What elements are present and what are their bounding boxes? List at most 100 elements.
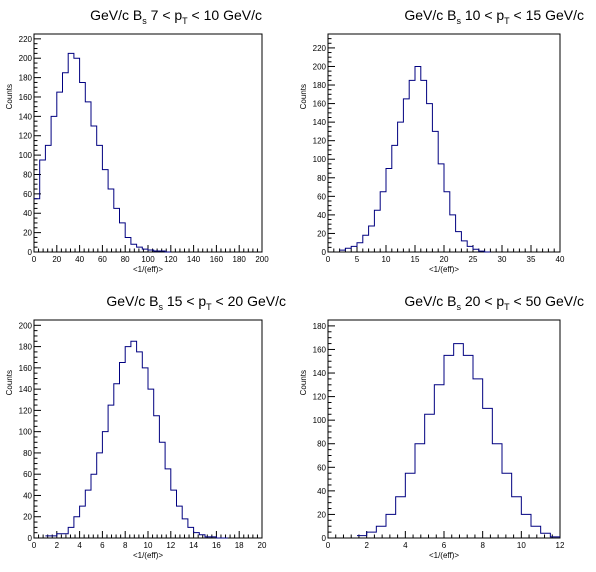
- x-tick-label: 140: [187, 255, 201, 264]
- y-tick-label: 80: [317, 440, 326, 449]
- y-tick-label: 40: [317, 211, 326, 220]
- x-axis-label: <1/(eff)>: [429, 551, 459, 560]
- y-tick-label: 220: [313, 44, 327, 53]
- y-tick-label: 100: [19, 428, 33, 437]
- chart-panel-3: GeV/c Bs 15 < pT < 20 GeV/c 0 2 4 6 8 10 12 14 16…: [5, 293, 286, 560]
- x-tick-label: 0: [326, 541, 331, 550]
- y-axis-label: Counts: [299, 84, 308, 109]
- histogram-series: [34, 52, 171, 253]
- histogram-series: [339, 65, 491, 253]
- x-tick-label: 100: [141, 255, 155, 264]
- x-tick-label: 200: [255, 255, 269, 264]
- chart-panel-2: GeV/c Bs 10 < pT < 15 GeV/c 0 5 10 15 20 25 30 3…: [299, 7, 584, 274]
- x-tick-label: 4: [77, 541, 82, 550]
- x-tick-label: 80: [121, 255, 130, 264]
- y-tick-label: 60: [23, 190, 32, 199]
- y-tick-label: 180: [313, 322, 327, 331]
- chart-panel-1: GeV/c Bs 7 < pT < 10 GeV/c 0 20 40 60 80 100 12…: [5, 7, 269, 274]
- plot-frame: [327, 33, 561, 253]
- chart-title: GeV/c Bs 10 < pT < 15 GeV/c: [404, 7, 584, 26]
- y-tick-label: 160: [19, 364, 33, 373]
- histogram-series: [45, 340, 228, 539]
- y-tick-label: 40: [23, 491, 32, 500]
- x-tick-label: 180: [233, 255, 247, 264]
- y-tick-label: 120: [313, 137, 327, 146]
- chart-panel-4: GeV/c Bs 20 < pT < 50 GeV/c0 2 4 6 8 10 120204…: [299, 293, 584, 560]
- y-tick-label: 120: [313, 393, 327, 402]
- x-tick-label: 6: [100, 541, 105, 550]
- x-tick-label: 30: [498, 255, 507, 264]
- x-tick-label: 14: [189, 541, 198, 550]
- y-tick-label: 180: [19, 74, 33, 83]
- y-tick-label: 220: [19, 35, 33, 44]
- y-tick-label: 140: [313, 118, 327, 127]
- y-tick-label: 80: [317, 174, 326, 183]
- x-tick-label: 5: [355, 255, 360, 264]
- x-tick-label: 40: [75, 255, 84, 264]
- y-axis-label: Counts: [5, 84, 14, 109]
- x-tick-label: 20: [440, 255, 449, 264]
- y-tick-label: 60: [317, 192, 326, 201]
- x-tick-label: 16: [212, 541, 221, 550]
- chart-title: GeV/c Bs 15 < pT < 20 GeV/c: [106, 293, 286, 312]
- x-tick-label: 2: [364, 541, 369, 550]
- y-axis-label: Counts: [299, 370, 308, 395]
- y-tick-label: 180: [19, 343, 33, 352]
- x-tick-label: 10: [382, 255, 391, 264]
- y-tick-label: 140: [19, 385, 33, 394]
- y-tick-label: 0: [322, 534, 327, 543]
- chart-title: GeV/c Bs 7 < pT < 10 GeV/c: [90, 7, 262, 26]
- x-tick-label: 10: [144, 541, 153, 550]
- x-tick-label: 40: [556, 255, 565, 264]
- x-tick-label: 0: [32, 541, 37, 550]
- x-tick-label: 120: [164, 255, 178, 264]
- y-tick-label: 0: [322, 248, 327, 257]
- y-tick-label: 140: [19, 112, 33, 121]
- x-axis-label: <1/(eff)>: [429, 265, 459, 274]
- x-tick-label: 18: [235, 541, 244, 550]
- x-tick-label: 6: [442, 541, 447, 550]
- y-tick-label: 160: [313, 100, 327, 109]
- x-tick-label: 12: [556, 541, 565, 550]
- y-tick-label: 20: [23, 229, 32, 238]
- y-tick-label: 200: [19, 321, 33, 330]
- y-tick-label: 60: [317, 463, 326, 472]
- y-tick-label: 140: [313, 369, 327, 378]
- x-tick-label: 0: [32, 255, 37, 264]
- x-axis-label: <1/(eff)>: [133, 265, 163, 274]
- x-tick-label: 8: [480, 541, 485, 550]
- x-tick-label: 20: [52, 255, 61, 264]
- y-tick-label: 100: [313, 416, 327, 425]
- x-tick-label: 20: [258, 541, 267, 550]
- x-tick-label: 15: [411, 255, 420, 264]
- y-tick-label: 0: [28, 248, 33, 257]
- y-tick-label: 100: [19, 151, 33, 160]
- y-axis-label: Counts: [5, 370, 14, 395]
- x-tick-label: 160: [210, 255, 224, 264]
- y-tick-label: 160: [313, 345, 327, 354]
- chart-title: GeV/c Bs 20 < pT < 50 GeV/c: [404, 293, 584, 312]
- x-tick-label: 60: [98, 255, 107, 264]
- x-tick-label: 8: [123, 541, 128, 550]
- y-tick-label: 0: [28, 534, 33, 543]
- y-tick-label: 180: [313, 81, 327, 90]
- y-tick-label: 80: [23, 449, 32, 458]
- x-tick-label: 35: [527, 255, 536, 264]
- x-tick-label: 12: [166, 541, 175, 550]
- y-tick-label: 20: [317, 510, 326, 519]
- x-tick-label: 2: [55, 541, 60, 550]
- x-tick-label: 0: [326, 255, 331, 264]
- x-tick-label: 4: [403, 541, 408, 550]
- histogram-series: [357, 343, 560, 538]
- x-tick-label: 10: [517, 541, 526, 550]
- y-tick-label: 60: [23, 470, 32, 479]
- y-tick-label: 40: [23, 209, 32, 218]
- x-axis-label: <1/(eff)>: [133, 551, 163, 560]
- y-tick-label: 20: [317, 229, 326, 238]
- y-tick-label: 100: [313, 155, 327, 164]
- y-tick-label: 200: [313, 62, 327, 71]
- x-tick-label: 25: [469, 255, 478, 264]
- y-tick-label: 120: [19, 406, 33, 415]
- y-tick-label: 120: [19, 132, 33, 141]
